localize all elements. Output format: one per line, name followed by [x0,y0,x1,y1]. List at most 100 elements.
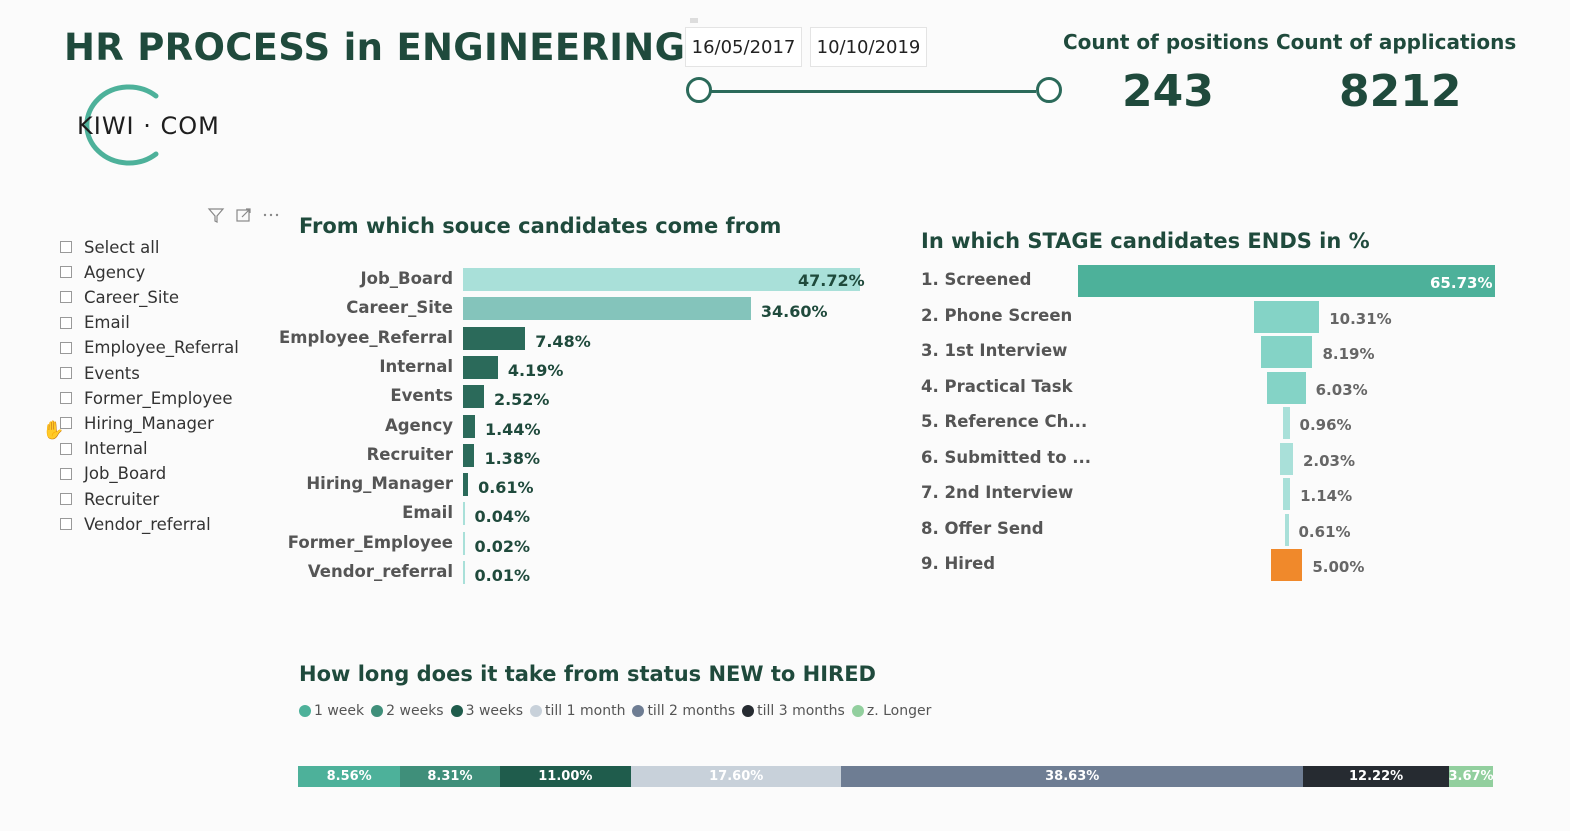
slicer-item-label: Agency [84,262,146,282]
source-bar[interactable] [463,531,465,555]
legend-item[interactable]: till 1 month [530,703,625,719]
slicer-item[interactable]: Agency [60,261,145,283]
more-options-icon[interactable] [263,213,279,217]
legend-label: z. Longer [866,703,932,719]
duration-segment[interactable]: 8.31% [400,766,500,787]
legend-label: 2 weeks [386,703,444,719]
slicer-item[interactable]: Vendor_referral [60,513,211,535]
stage-bar[interactable] [1280,442,1293,475]
source-category-label: Email [402,503,453,523]
slicer-item[interactable]: Events [60,362,140,384]
slicer-item-label: Job_Board [84,464,167,484]
legend-label: till 1 month [545,703,626,719]
slicer-checkbox[interactable] [60,442,72,455]
duration-segment-label: 11.00% [538,769,593,784]
stage-bar[interactable] [1260,336,1313,368]
slicer-item[interactable]: Job_Board [60,463,166,485]
legend-item[interactable]: till 2 months [632,703,735,719]
filter-icon[interactable] [207,208,225,223]
source-bar[interactable] [463,297,751,321]
slicer-item[interactable]: Select all [60,236,159,258]
slicer-checkbox[interactable] [60,417,72,430]
slicer-checkbox[interactable] [60,266,72,279]
stage-bar[interactable] [1267,371,1306,404]
source-bar[interactable] [463,473,469,497]
duration-segment[interactable]: 12.22% [1303,766,1450,787]
stage-value-label: 1.14% [1300,487,1353,505]
source-bar[interactable] [463,414,475,438]
date-range-slider-track[interactable] [699,90,1036,93]
slicer-item[interactable]: Hiring_Manager [60,412,214,434]
slicer-checkbox[interactable] [60,316,72,329]
slicer-checkbox[interactable] [60,493,72,505]
slicer-checkbox[interactable] [60,341,72,354]
legend-label: till 3 months [757,703,845,719]
slicer-checkbox[interactable] [60,241,72,253]
slicer-item[interactable]: Recruiter [60,488,159,510]
stage-bar[interactable] [1078,265,1495,297]
source-bar[interactable] [463,268,860,291]
stage-bar[interactable] [1282,478,1291,510]
slicer-item[interactable]: Career_Site [60,286,179,308]
stage-bar[interactable] [1253,300,1320,333]
kpi-positions-label: Count of positions [1063,30,1269,54]
duration-segment[interactable]: 8.56% [298,766,401,787]
date-slider-end-handle[interactable] [1036,77,1062,103]
source-bar[interactable] [463,502,465,526]
legend-item[interactable]: z. Longer [851,703,932,719]
slicer-checkbox[interactable] [60,518,72,531]
date-slider-start-handle[interactable] [686,77,712,103]
slicer-item-label: Events [84,363,140,383]
stage-category-label: 7. 2nd Interview [921,483,1074,502]
source-bar[interactable] [463,443,475,467]
slicer-item[interactable]: Internal [60,438,148,460]
legend-item[interactable]: till 3 months [742,703,845,719]
source-category-label: Former_Employee [287,532,453,552]
source-category-label: Job_Board [360,269,453,288]
stage-bar[interactable] [1284,513,1289,546]
duration-segment-label: 17.60% [709,769,764,784]
legend-item[interactable]: 3 weeks [450,703,523,719]
source-bar[interactable] [463,561,465,584]
slicer-item-label: Select all [84,237,160,257]
source-category-label: Recruiter [366,444,453,464]
start-date-input[interactable]: 16/05/2017 [685,27,802,67]
slicer-item-label: Vendor_referral [84,514,211,534]
slicer-item-label: Recruiter [84,489,160,509]
source-category-label: Employee_Referral [279,327,453,347]
duration-segment[interactable]: 11.00% [499,766,632,787]
source-category-label: Internal [379,356,453,376]
focus-mode-icon[interactable] [236,208,251,222]
kiwi-logo: KIWI · COM [60,82,250,168]
end-date-input[interactable]: 10/10/2019 [810,27,927,67]
source-bar[interactable] [463,326,526,350]
page-title: HR PROCESS in ENGINEERING [64,26,686,69]
legend-item[interactable]: 1 week [299,703,364,719]
slicer-item[interactable]: Employee_Referral [60,337,239,359]
slicer-checkbox[interactable] [60,392,72,405]
source-bar[interactable] [463,355,498,379]
stage-value-label: 0.96% [1299,416,1352,434]
slicer-item-label: Employee_Referral [84,338,239,358]
slicer-item-label: Email [84,313,130,333]
legend-item[interactable]: 2 weeks [371,703,444,719]
stage-bar[interactable] [1270,549,1303,581]
duration-segment[interactable]: 3.67% [1449,766,1493,787]
logo-ring-icon [84,84,159,166]
source-value-label: 0.01% [474,566,531,585]
duration-segment[interactable]: 38.63% [841,766,1304,787]
slicer-checkbox[interactable] [60,367,72,379]
slicer-checkbox[interactable] [60,467,72,480]
legend-dot [450,705,463,717]
slicer-item[interactable]: Email [60,312,130,334]
stage-value-label: 10.31% [1329,309,1392,328]
stage-bar[interactable] [1283,407,1290,439]
duration-segment-label: 38.63% [1045,769,1100,784]
duration-segment[interactable]: 17.60% [631,766,842,787]
source-bar[interactable] [463,385,484,409]
slicer-item[interactable]: Former_Employee [60,387,232,409]
stage-category-label: 3. 1st Interview [921,341,1068,360]
slicer-checkbox[interactable] [60,291,72,304]
source-value-label: 2.52% [493,390,550,410]
stage-category-label: 8. Offer Send [921,518,1044,538]
